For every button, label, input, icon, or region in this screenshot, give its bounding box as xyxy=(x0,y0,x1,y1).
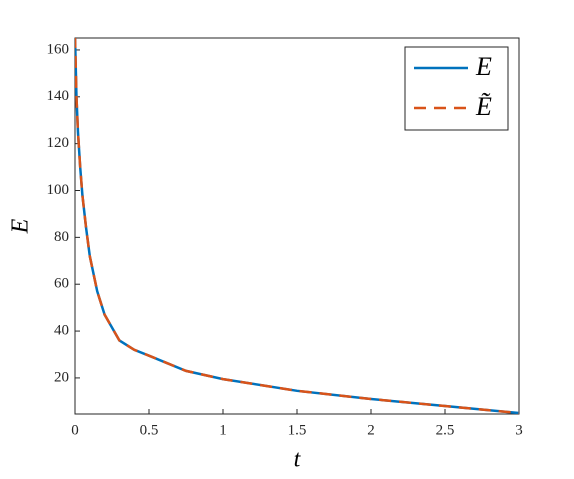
y-tick-label: 120 xyxy=(47,135,70,151)
y-tick-label: 100 xyxy=(47,182,70,198)
y-tick-label: 20 xyxy=(54,369,69,385)
x-tick-label: 1 xyxy=(219,422,227,438)
y-tick-label: 40 xyxy=(54,323,69,339)
legend-box xyxy=(404,46,509,131)
x-tick-label: 3 xyxy=(515,422,523,438)
x-tick-label: 0.5 xyxy=(140,422,159,438)
y-axis-label: E xyxy=(8,218,34,234)
legend-label: Ẽ xyxy=(475,92,492,121)
y-tick-label: 80 xyxy=(54,229,69,245)
y-tick-label: 140 xyxy=(47,88,70,104)
x-tick-label: 2 xyxy=(367,422,375,438)
y-tick-label: 160 xyxy=(47,41,70,57)
x-axis-label: t xyxy=(294,447,302,473)
x-tick-label: 1.5 xyxy=(288,422,307,438)
legend-label: E xyxy=(475,52,492,81)
x-tick-label: 0 xyxy=(71,422,79,438)
series-line xyxy=(75,38,519,414)
y-tick-label: 60 xyxy=(54,276,69,292)
x-tick-label: 2.5 xyxy=(436,422,455,438)
